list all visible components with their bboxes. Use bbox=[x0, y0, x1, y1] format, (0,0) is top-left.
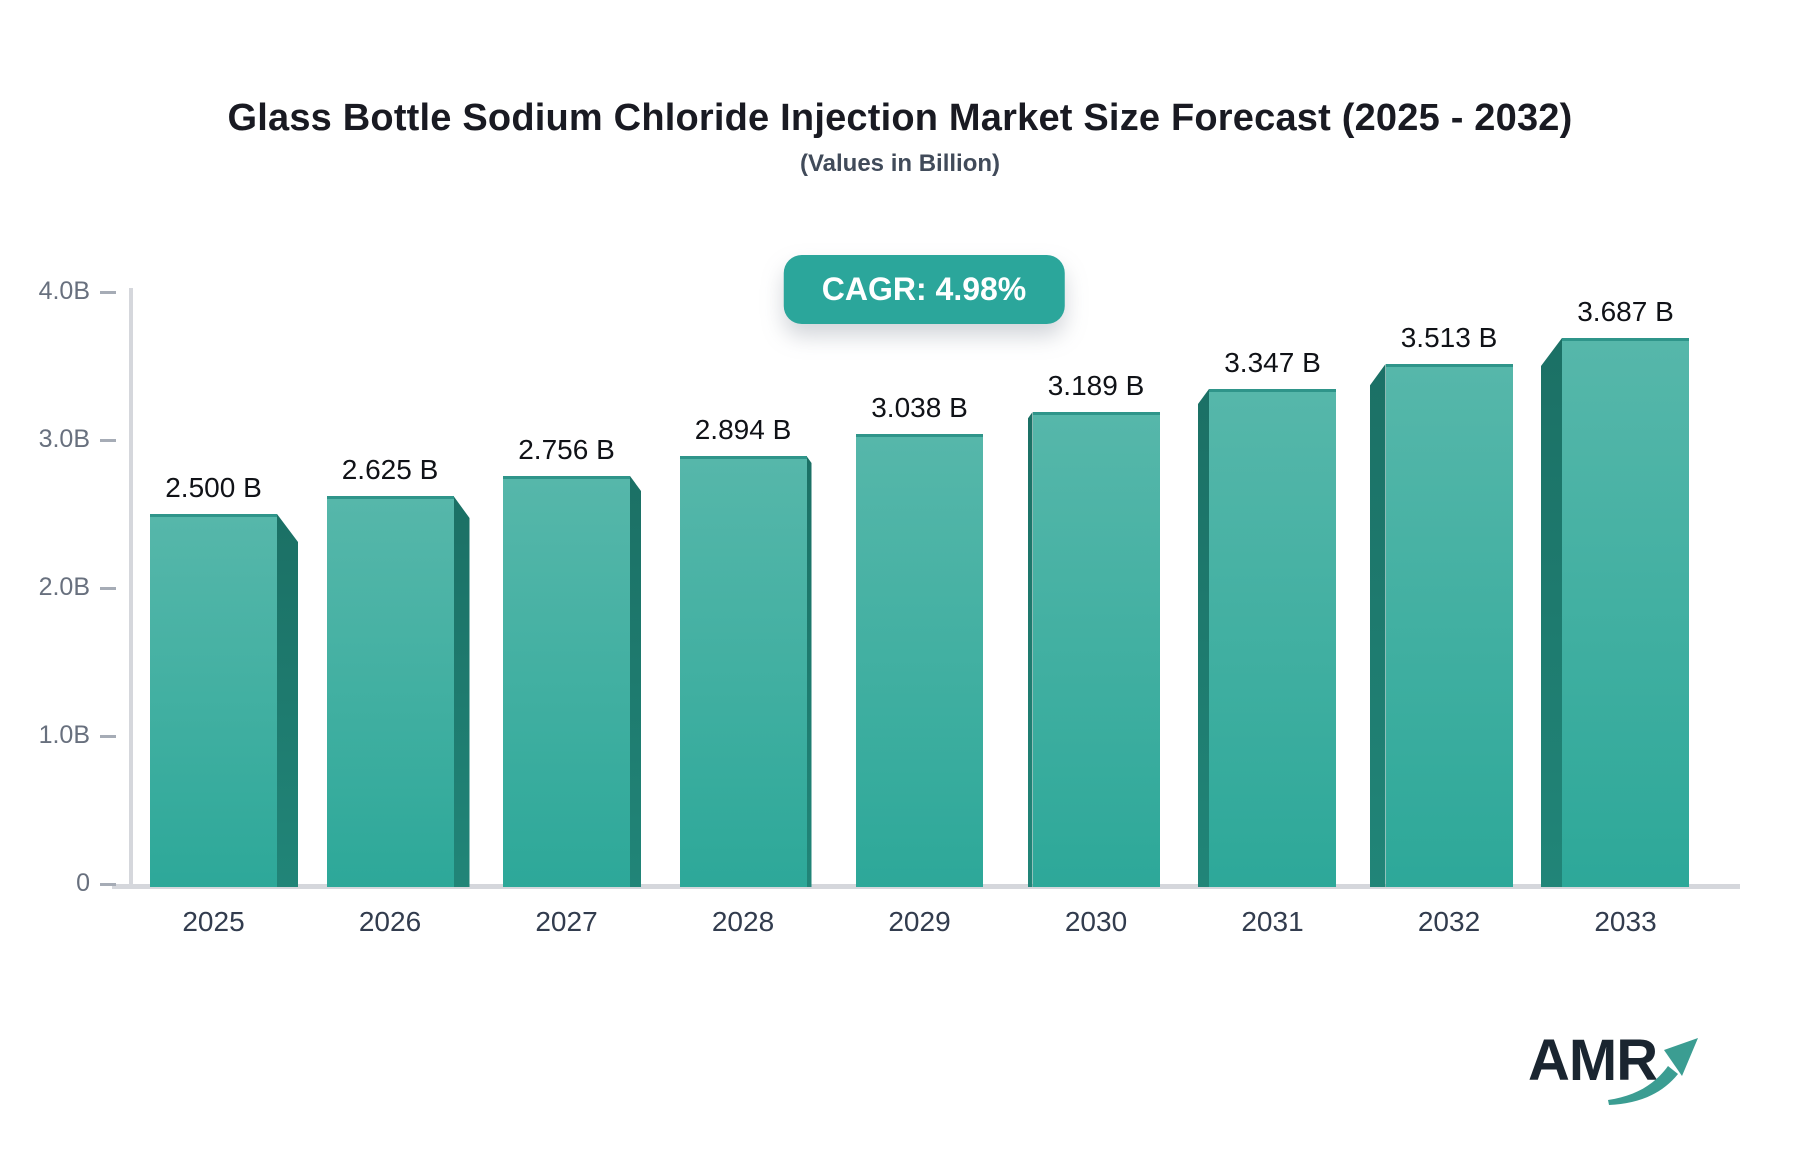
x-tick-label: 2026 bbox=[358, 906, 422, 937]
y-tick-label: 4.0B bbox=[38, 277, 90, 305]
bar-face bbox=[679, 456, 807, 887]
bar-value-label: 2.625 B bbox=[341, 454, 439, 485]
x-tick-label: 2028 bbox=[711, 906, 775, 937]
y-tick-dash bbox=[100, 587, 116, 590]
x-tick-label: 2031 bbox=[1241, 906, 1304, 937]
chart-subtitle: (Values in Billion) bbox=[799, 150, 1001, 177]
x-tick-label: 2029 bbox=[888, 906, 951, 937]
y-tick-dash bbox=[100, 291, 116, 294]
bar-value-label: 2.894 B bbox=[694, 414, 792, 445]
bar-value-label: 3.347 B bbox=[1224, 347, 1321, 378]
bar-value-label: 3.189 B bbox=[1047, 370, 1145, 401]
amr-logo-text: AMR bbox=[1528, 1028, 1658, 1093]
x-tick-label: 2030 bbox=[1064, 906, 1128, 937]
y-tick-label: 3.0B bbox=[38, 425, 90, 453]
bar-value-label: 3.513 B bbox=[1400, 322, 1498, 353]
y-tick-dash bbox=[100, 883, 116, 886]
bar-side bbox=[1369, 364, 1386, 887]
y-tick-label: 0 bbox=[76, 869, 90, 897]
bar-face bbox=[1562, 338, 1689, 887]
bar-face bbox=[1032, 412, 1160, 887]
bar-face bbox=[150, 514, 277, 887]
cagr-badge: CAGR: 4.98% bbox=[783, 255, 1065, 324]
y-tick-label: 2.0B bbox=[38, 573, 90, 601]
x-tick-label: 2027 bbox=[535, 906, 598, 937]
bar-value-label: 2.756 B bbox=[518, 434, 615, 465]
x-tick-label: 2025 bbox=[182, 906, 245, 937]
bar-value-label: 3.687 B bbox=[1577, 296, 1674, 327]
bar-value-label: 3.038 B bbox=[871, 392, 968, 423]
bar-side bbox=[630, 476, 641, 887]
bar-side bbox=[277, 514, 298, 887]
chart-title: Glass Bottle Sodium Chloride Injection M… bbox=[227, 97, 1573, 139]
bar-side bbox=[806, 456, 812, 887]
bar-face bbox=[503, 476, 630, 887]
bar-value-label: 2.500 B bbox=[165, 472, 262, 503]
bar-face bbox=[1385, 364, 1513, 887]
bar-side bbox=[453, 496, 470, 887]
y-tick-dash bbox=[100, 439, 116, 442]
bar-face bbox=[326, 496, 454, 887]
x-tick-label: 2033 bbox=[1594, 906, 1657, 937]
bar-face bbox=[856, 434, 983, 887]
bar-side bbox=[1541, 338, 1562, 887]
y-axis-line bbox=[129, 288, 133, 889]
amr-logo: AMR bbox=[1528, 1032, 1728, 1122]
bar-face bbox=[1209, 389, 1336, 887]
bar-side bbox=[1027, 412, 1033, 887]
y-tick-dash bbox=[100, 735, 116, 738]
bar-side bbox=[1198, 389, 1209, 887]
x-tick-label: 2032 bbox=[1417, 906, 1481, 937]
y-tick-label: 1.0B bbox=[38, 721, 90, 749]
growth-arrow-icon bbox=[1608, 1038, 1698, 1105]
